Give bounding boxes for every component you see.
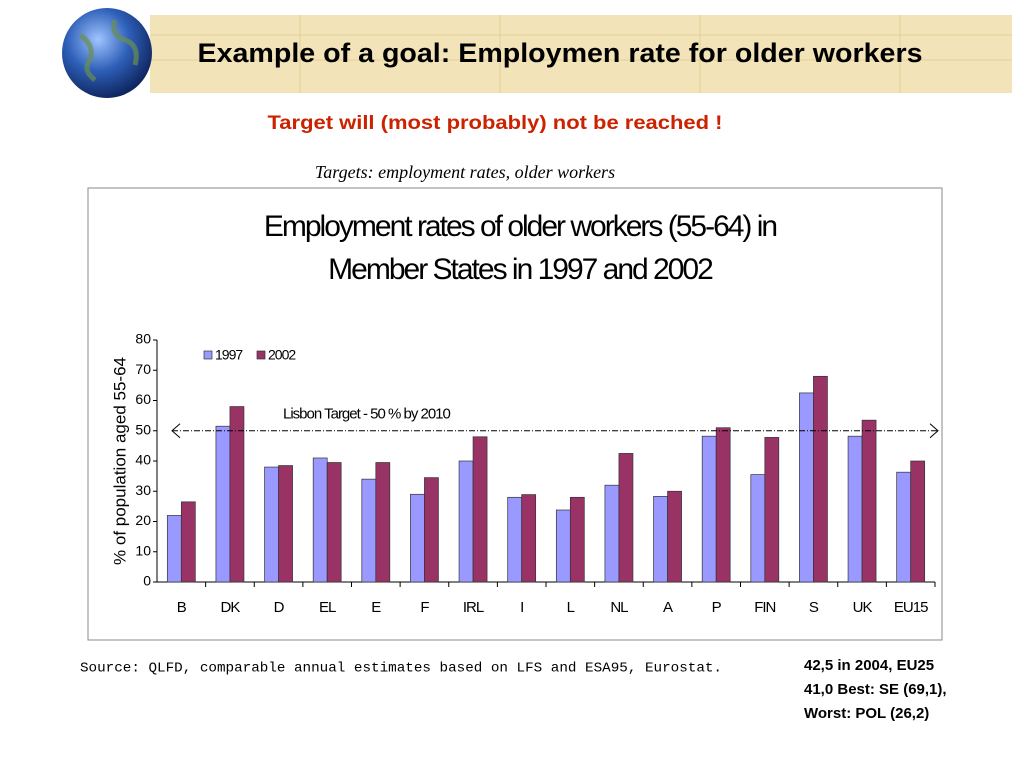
note: 42,5 in 2004, EU25 41,0 Best: SE (69,1), W… xyxy=(804,657,947,722)
bar xyxy=(604,484,620,583)
bar xyxy=(326,462,342,583)
y-axis-label: % of population aged 55-64 xyxy=(110,357,129,565)
x-tick-label: S xyxy=(809,599,819,616)
chart-title: Member States in 1997 and 2002 xyxy=(328,253,713,286)
y-tick-label: 60 xyxy=(135,391,151,407)
bar xyxy=(813,375,828,583)
bar xyxy=(229,406,245,583)
y-tick-label: 40 xyxy=(135,452,151,468)
x-tick-label: EL xyxy=(319,599,336,616)
bar xyxy=(278,465,293,583)
bar xyxy=(896,471,912,583)
note-line: 41,0 Best: SE (69,1), xyxy=(804,681,947,698)
chart: Employment rates of older workers (55-64… xyxy=(110,210,939,616)
bar xyxy=(910,460,926,583)
bar xyxy=(312,457,328,583)
note-line: 42,5 in 2004, EU25 xyxy=(804,657,934,674)
bar xyxy=(861,419,877,583)
target-arrow xyxy=(929,423,939,439)
legend-swatch xyxy=(203,350,213,360)
bar xyxy=(750,474,766,583)
y-tick-label: 10 xyxy=(135,542,151,558)
x-tick-label: D xyxy=(274,599,285,616)
bar xyxy=(361,478,377,583)
bar xyxy=(410,493,425,583)
bar xyxy=(667,490,682,583)
legend-swatch xyxy=(256,350,266,360)
globe-icon xyxy=(62,8,152,98)
x-tick-label: F xyxy=(420,599,429,616)
x-tick-label: B xyxy=(177,599,187,616)
bar xyxy=(701,435,717,583)
bar xyxy=(166,515,182,583)
bar xyxy=(375,462,391,583)
x-tick-label: NL xyxy=(610,599,628,616)
slide-subtitle: Target will (most probably) not be reach… xyxy=(268,113,723,134)
x-tick-label: I xyxy=(520,599,523,616)
source: Source: QLFD, comparable annual estimate… xyxy=(80,661,722,677)
bar xyxy=(569,496,585,583)
y-tick-label: 0 xyxy=(143,573,151,589)
y-tick-label: 30 xyxy=(135,482,151,498)
y-tick-label: 80 xyxy=(135,331,151,347)
x-tick-label: A xyxy=(663,599,673,616)
bar xyxy=(215,425,231,583)
bar xyxy=(521,494,537,583)
legend-label: 1997 xyxy=(215,347,243,363)
y-tick-label: 20 xyxy=(135,512,151,528)
x-tick-label: UK xyxy=(853,599,873,616)
bar xyxy=(180,501,196,583)
bar xyxy=(764,437,780,583)
caption: Targets: employment rates, older workers xyxy=(315,162,615,182)
x-tick-label: P xyxy=(712,599,722,616)
bar xyxy=(507,496,523,583)
target-arrow xyxy=(171,423,181,439)
legend-label: 2002 xyxy=(268,347,296,363)
y-tick-label: 70 xyxy=(135,361,151,377)
bar xyxy=(847,435,863,583)
x-tick-label: E xyxy=(371,599,381,616)
note-line: Worst: POL (26,2) xyxy=(804,705,929,722)
x-tick-label: L xyxy=(567,599,575,616)
x-tick-label: EU15 xyxy=(894,599,928,616)
bar xyxy=(472,436,488,583)
bar xyxy=(458,460,474,583)
bar xyxy=(424,477,439,583)
slide-title: Example of a goal: Employmen rate for ol… xyxy=(198,38,923,68)
bar xyxy=(799,392,814,583)
bar xyxy=(264,466,279,583)
y-tick-label: 50 xyxy=(135,421,151,437)
bar xyxy=(555,509,571,583)
bar xyxy=(653,496,668,583)
bar xyxy=(715,427,731,583)
x-tick-label: FIN xyxy=(754,599,775,616)
target-label: Lisbon Target - 50 % by 2010 xyxy=(283,406,451,423)
x-tick-label: IRL xyxy=(463,599,484,616)
x-tick-label: DK xyxy=(221,599,241,616)
chart-title: Employment rates of older workers (55-64… xyxy=(264,210,777,243)
globe-land xyxy=(78,19,139,82)
banner-grid xyxy=(150,15,1012,93)
bar xyxy=(618,453,634,583)
banner xyxy=(150,15,1012,93)
